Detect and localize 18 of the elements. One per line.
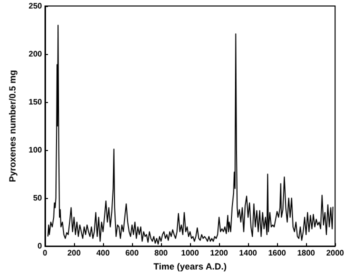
x-tick-label: 800 (154, 248, 168, 258)
x-axis-title: Time (years A.D.) (154, 262, 227, 272)
y-tick-label: 50 (33, 194, 43, 203)
y-tick-label: 250 (28, 2, 43, 10)
x-tick-label: 1200 (210, 248, 229, 258)
x-tick-label: 400 (96, 248, 110, 258)
x-tick-label: 1000 (181, 248, 200, 258)
y-tick-label: 200 (28, 50, 43, 59)
x-tick-label: 600 (125, 248, 140, 258)
x-tick-label: 2000 (326, 248, 345, 258)
y-tick-label: 0 (38, 242, 43, 251)
x-tick-label: 200 (67, 248, 82, 258)
x-tick-label: 1800 (297, 248, 316, 258)
x-tick-label: 1400 (239, 248, 258, 258)
y-tick-label: 100 (28, 146, 43, 155)
x-tick-label: 1600 (268, 248, 287, 258)
y-tick-label: 150 (28, 98, 43, 107)
y-axis-title: Pyroxenes number/0.5 mg (8, 70, 18, 182)
